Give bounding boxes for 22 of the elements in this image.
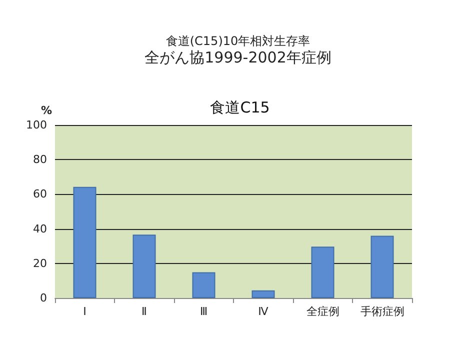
y-tick-label: 80 bbox=[33, 153, 47, 166]
y-tick-label: 60 bbox=[33, 188, 47, 201]
text: 食道C15 bbox=[210, 98, 270, 116]
bar bbox=[192, 272, 216, 298]
x-tick-label: Ⅲ bbox=[200, 305, 208, 318]
y-axis-title: % bbox=[41, 104, 52, 117]
bar bbox=[370, 236, 394, 298]
chart-title: 食道(C15)10年相対生存率 bbox=[166, 34, 310, 48]
y-tick-label: 0 bbox=[40, 292, 47, 304]
y-tick-label: 100 bbox=[26, 118, 47, 132]
chart-subtitle: 全がん協1999-2002年症例 bbox=[144, 48, 332, 66]
bar bbox=[252, 290, 275, 298]
bar bbox=[73, 186, 96, 298]
x-tick-label: 全症例 bbox=[306, 305, 340, 318]
bar bbox=[311, 246, 334, 298]
x-tick-label: 手術症例 bbox=[360, 305, 404, 318]
x-tick-label: Ⅱ bbox=[142, 305, 147, 318]
bar bbox=[132, 234, 156, 298]
y-tick-label: 20 bbox=[33, 256, 47, 270]
x-tick-label: Ⅳ bbox=[258, 305, 270, 318]
y-tick-label: 40 bbox=[33, 222, 47, 236]
x-tick-label: Ⅰ bbox=[83, 305, 86, 318]
